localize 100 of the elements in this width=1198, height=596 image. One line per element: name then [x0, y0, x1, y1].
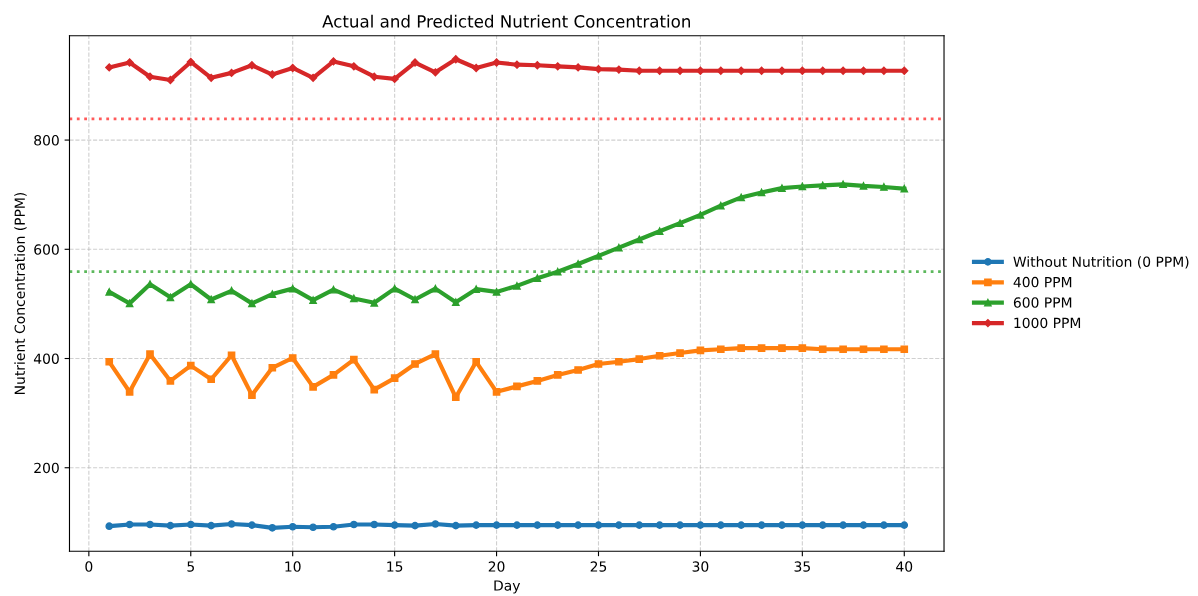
point [288, 284, 297, 293]
point [533, 274, 542, 283]
point [309, 523, 317, 532]
point [146, 520, 154, 529]
point [329, 522, 338, 531]
point [472, 357, 480, 366]
point [411, 360, 419, 368]
point [492, 288, 501, 296]
point [451, 393, 460, 402]
point [186, 520, 195, 529]
point [350, 355, 358, 364]
point [798, 182, 807, 191]
point [288, 63, 297, 73]
point [268, 70, 277, 79]
point [553, 267, 562, 276]
point [125, 58, 134, 67]
point [737, 521, 746, 529]
point [125, 520, 134, 529]
point [839, 180, 847, 189]
x-tick-label: 0 [85, 561, 93, 572]
point [757, 521, 766, 529]
point [431, 350, 440, 358]
point [594, 521, 603, 529]
point [451, 521, 460, 530]
point [186, 57, 195, 67]
point [696, 521, 705, 529]
point [737, 193, 746, 202]
point [227, 351, 236, 360]
point [329, 285, 338, 294]
point [880, 345, 888, 354]
point [513, 382, 521, 391]
point [268, 523, 277, 532]
point [818, 66, 827, 75]
point [553, 521, 562, 529]
point [350, 294, 358, 303]
point [635, 355, 644, 363]
point [859, 66, 868, 75]
point [492, 58, 501, 67]
point [166, 377, 175, 385]
point [411, 521, 419, 530]
point [880, 521, 888, 529]
point [900, 66, 909, 75]
point [105, 522, 114, 530]
point [105, 63, 114, 72]
point [635, 235, 644, 244]
x-tick-label: 10 [285, 561, 301, 572]
point [574, 521, 582, 529]
point [288, 522, 297, 531]
point [900, 345, 909, 354]
y-tick-label: 200 [34, 462, 59, 474]
point [655, 521, 664, 529]
x-tick-label: 30 [692, 561, 709, 572]
point [818, 521, 827, 529]
legend-label: 600 PPM [1013, 297, 1072, 308]
point [839, 521, 847, 529]
point [859, 182, 868, 190]
point [818, 181, 827, 190]
point [513, 282, 521, 290]
point [248, 299, 256, 308]
point [778, 184, 786, 192]
point [288, 354, 297, 362]
point [349, 62, 358, 71]
point [696, 211, 705, 219]
point [594, 252, 603, 260]
point [655, 351, 664, 360]
point [716, 345, 725, 354]
y-tick-label: 600 [34, 244, 59, 255]
point [308, 73, 318, 82]
point [533, 377, 542, 385]
point [166, 75, 175, 85]
x-axis-title: Day [494, 580, 521, 594]
point [778, 521, 786, 529]
y-tick-label: 800 [34, 135, 59, 146]
point [900, 184, 909, 193]
point [268, 363, 277, 372]
point [655, 227, 664, 236]
point [676, 521, 684, 529]
point [329, 57, 338, 66]
point [411, 295, 419, 304]
point [451, 55, 460, 64]
point [472, 63, 481, 73]
point [798, 66, 807, 75]
point [492, 521, 501, 529]
point [880, 183, 888, 191]
point [635, 521, 644, 529]
point [390, 374, 399, 382]
y-tick-label: 400 [33, 353, 59, 364]
x-tick-label: 15 [387, 561, 403, 572]
x-tick-label: 40 [896, 561, 913, 572]
point [574, 260, 582, 268]
point [615, 243, 623, 252]
point [370, 520, 379, 529]
point [553, 371, 562, 379]
point [533, 521, 542, 529]
point [146, 280, 154, 289]
legend-label: 400 PPM [1013, 276, 1072, 288]
point [207, 521, 215, 530]
x-tick-label: 5 [187, 561, 194, 572]
point [513, 521, 521, 529]
point [309, 296, 317, 304]
